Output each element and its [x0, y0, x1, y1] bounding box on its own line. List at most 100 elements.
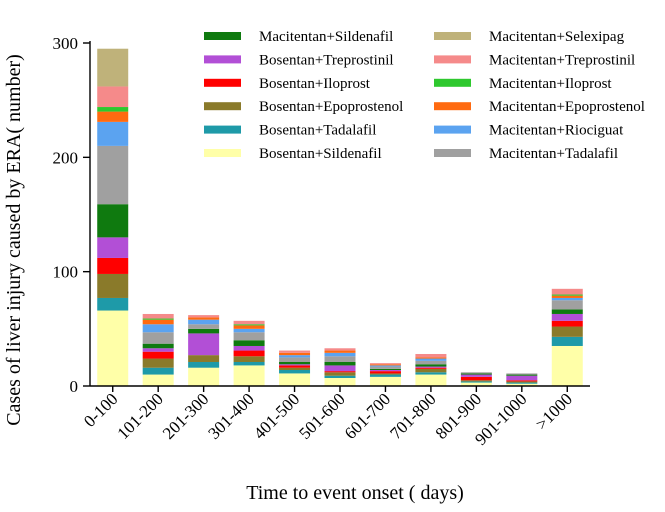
bar-segment-macitentan-epoprostenol-7 [415, 357, 447, 359]
bar-segment-bosentan-treprostinil-0 [97, 237, 129, 258]
legend-swatch-macitentan-riociguat [434, 125, 471, 134]
legend-label-macitentan-iloprost: Macitentan+Iloprost [489, 76, 612, 92]
bar-segment-macitentan-tadalafil-1 [142, 332, 174, 344]
bar-segment-bosentan-treprostinil-4 [279, 364, 311, 366]
bar-segment-macitentan-riociguat-3 [233, 328, 265, 333]
bar-segment-macitentan-riociguat-4 [279, 355, 311, 358]
bar-segment-macitentan-sildenafil-8 [460, 373, 492, 375]
bar-segment-bosentan-tadalafil-3 [233, 361, 265, 366]
bar-segment-bosentan-epoprostenol-9 [506, 381, 538, 383]
bar-segment-macitentan-treprostinil-6 [369, 363, 401, 365]
bar-segment-macitentan-sildenafil-6 [369, 368, 401, 370]
bar-segment-bosentan-treprostinil-2 [188, 333, 220, 356]
legend-label-macitentan-riociguat: Macitentan+Riociguat [489, 123, 624, 139]
bar-segment-bosentan-epoprostenol-8 [460, 380, 492, 382]
bar-segment-macitentan-tadalafil-3 [233, 332, 265, 341]
bar-segment-macitentan-sildenafil-10 [551, 309, 583, 314]
bar-segment-bosentan-epoprostenol-5 [324, 372, 356, 376]
legend-label-macitentan-epoprostenol: Macitentan+Epoprostenol [489, 99, 645, 115]
bar-segment-bosentan-tadalafil-10 [551, 336, 583, 346]
x-tick-label: 201-300 [159, 389, 213, 443]
legend-label-bosentan-tadalafil: Bosentan+Tadalafil [259, 123, 376, 139]
bar-segment-bosentan-epoprostenol-4 [279, 367, 311, 370]
bar-segment-bosentan-tadalafil-0 [97, 297, 129, 311]
bar-segment-macitentan-selexipag-0 [97, 48, 129, 87]
bar-segment-bosentan-sildenafil-8 [460, 382, 492, 386]
x-tick-label: 0-100 [80, 389, 121, 430]
bar-segment-bosentan-iloprost-0 [97, 257, 129, 274]
axes: 0 100 200 300 0-100101-200201-300301-400401-… [53, 34, 590, 449]
bar-segment-macitentan-sildenafil-3 [233, 340, 265, 346]
x-axis-label: Time to event onset ( days) [246, 482, 464, 504]
bar-segment-bosentan-epoprostenol-2 [188, 355, 220, 362]
bar-segment-macitentan-sildenafil-4 [279, 361, 311, 365]
bar-segment-macitentan-tadalafil-5 [324, 356, 356, 362]
bar-segment-bosentan-iloprost-3 [233, 350, 265, 357]
x-tick-label: 301-400 [204, 389, 258, 443]
bar-segment-bosentan-tadalafil-4 [279, 369, 311, 374]
bar-segment-bosentan-iloprost-1 [142, 351, 174, 359]
bar-segment-macitentan-tadalafil-6 [369, 366, 401, 369]
legend-label-bosentan-iloprost: Bosentan+Iloprost [259, 76, 371, 92]
legend-label-macitentan-sildenafil: Macitentan+Sildenafil [259, 29, 393, 45]
bar-segment-bosentan-epoprostenol-7 [415, 368, 447, 373]
legend-swatch-bosentan-treprostinil [204, 55, 241, 64]
bar-segment-macitentan-treprostinil-1 [142, 313, 174, 319]
bar-segment-macitentan-sildenafil-2 [188, 328, 220, 334]
bar-segment-bosentan-sildenafil-3 [233, 365, 265, 386]
x-tick-label: 501-600 [295, 389, 349, 443]
y-tick-label: 300 [53, 34, 79, 53]
bar-segment-bosentan-iloprost-5 [324, 371, 356, 373]
bar-segment-macitentan-epoprostenol-2 [188, 317, 220, 320]
bar-segment-macitentan-iloprost-3 [233, 324, 265, 326]
bar-segment-bosentan-epoprostenol-3 [233, 356, 265, 362]
bar-segment-macitentan-epoprostenol-0 [97, 111, 129, 122]
bar-segment-bosentan-sildenafil-2 [188, 367, 220, 386]
legend-swatch-macitentan-treprostinil [434, 55, 471, 64]
bar-segment-macitentan-epoprostenol-5 [324, 350, 356, 353]
bar-segment-macitentan-tadalafil-9 [506, 373, 538, 375]
bar-segment-bosentan-iloprost-8 [460, 376, 492, 381]
bar-segment-macitentan-epoprostenol-10 [551, 295, 583, 298]
bar-segment-bosentan-treprostinil-1 [142, 348, 174, 352]
y-axis-label: Cases of liver injury caused by ERA( num… [3, 54, 25, 426]
bar-segment-macitentan-riociguat-1 [142, 324, 174, 333]
bar-segment-bosentan-tadalafil-5 [324, 375, 356, 378]
bar-segment-macitentan-sildenafil-9 [506, 374, 538, 376]
bar-segment-bosentan-treprostinil-5 [324, 365, 356, 372]
bar-segment-bosentan-sildenafil-5 [324, 377, 356, 386]
bar-segment-macitentan-sildenafil-5 [324, 361, 356, 366]
bar-segment-bosentan-tadalafil-9 [506, 382, 538, 384]
bar-segment-bosentan-treprostinil-6 [369, 369, 401, 372]
legend-label-bosentan-sildenafil: Bosentan+Sildenafil [259, 146, 382, 162]
bar-segment-macitentan-riociguat-7 [415, 358, 447, 361]
bar-segment-bosentan-sildenafil-10 [551, 345, 583, 386]
bar-segment-macitentan-iloprost-0 [97, 107, 129, 112]
bar-segment-macitentan-treprostinil-3 [233, 320, 265, 325]
legend-swatch-macitentan-epoprostenol [434, 102, 471, 111]
bar-segment-macitentan-treprostinil-10 [551, 288, 583, 295]
y-tick-label: 200 [53, 148, 79, 167]
bar-segment-bosentan-treprostinil-8 [460, 374, 492, 377]
bar-segment-macitentan-epoprostenol-6 [369, 364, 401, 366]
bar-segment-bosentan-sildenafil-0 [97, 310, 129, 386]
bars [97, 48, 583, 386]
bar-segment-bosentan-epoprostenol-6 [369, 373, 401, 375]
bar-segment-macitentan-iloprost-1 [142, 318, 174, 320]
bar-segment-macitentan-epoprostenol-1 [142, 319, 174, 325]
legend-swatch-macitentan-selexipag [434, 32, 471, 40]
bar-segment-bosentan-treprostinil-7 [415, 366, 447, 368]
y-tick-label: 0 [70, 377, 79, 396]
legend-swatch-bosentan-epoprostenol [204, 102, 241, 111]
legend-swatch-bosentan-sildenafil [204, 149, 241, 157]
bar-segment-macitentan-treprostinil-4 [279, 350, 311, 353]
bar-segment-bosentan-sildenafil-4 [279, 373, 311, 386]
bar-segment-bosentan-iloprost-10 [551, 320, 583, 327]
legend-swatch-bosentan-iloprost [204, 78, 241, 87]
bar-segment-macitentan-riociguat-2 [188, 319, 220, 325]
bar-segment-macitentan-tadalafil-8 [460, 372, 492, 374]
bar-segment-bosentan-tadalafil-6 [369, 374, 401, 377]
bar-segment-macitentan-riociguat-6 [369, 365, 401, 367]
bar-segment-bosentan-epoprostenol-1 [142, 358, 174, 368]
